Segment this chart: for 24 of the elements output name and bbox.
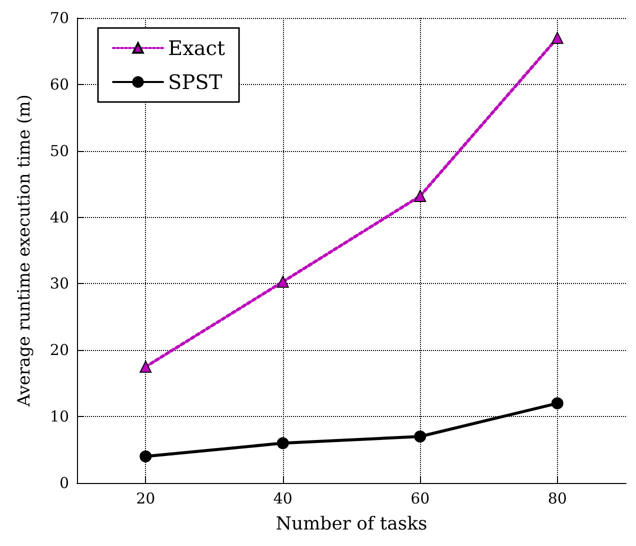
point xyxy=(140,360,152,373)
point xyxy=(140,450,152,462)
x-tick-label: 80 xyxy=(548,490,567,508)
y-tick-label: 30 xyxy=(50,274,69,293)
y-tick-label: 0 xyxy=(59,474,69,492)
y-tick-label: 20 xyxy=(50,341,69,360)
point xyxy=(551,397,564,410)
point xyxy=(551,32,564,44)
point xyxy=(414,430,426,442)
y-tick-label: 50 xyxy=(50,142,69,160)
y-tick-label: 10 xyxy=(50,408,69,426)
y-tick-label: 70 xyxy=(50,9,69,27)
legend-label: Exact xyxy=(168,36,226,60)
point xyxy=(276,437,289,450)
y-tick-label: 40 xyxy=(50,208,69,226)
y-axis-title: Average runtime execution time (m) xyxy=(14,94,34,408)
point xyxy=(276,276,289,288)
y-tick-label: 60 xyxy=(50,75,69,94)
x-axis-title: Number of tasks xyxy=(276,514,428,534)
x-tick-label: 60 xyxy=(410,490,430,508)
x-tick-label: 40 xyxy=(273,490,292,508)
x-tick-label: 20 xyxy=(136,490,156,508)
legend-label: SPST xyxy=(168,70,223,94)
point xyxy=(414,190,426,202)
